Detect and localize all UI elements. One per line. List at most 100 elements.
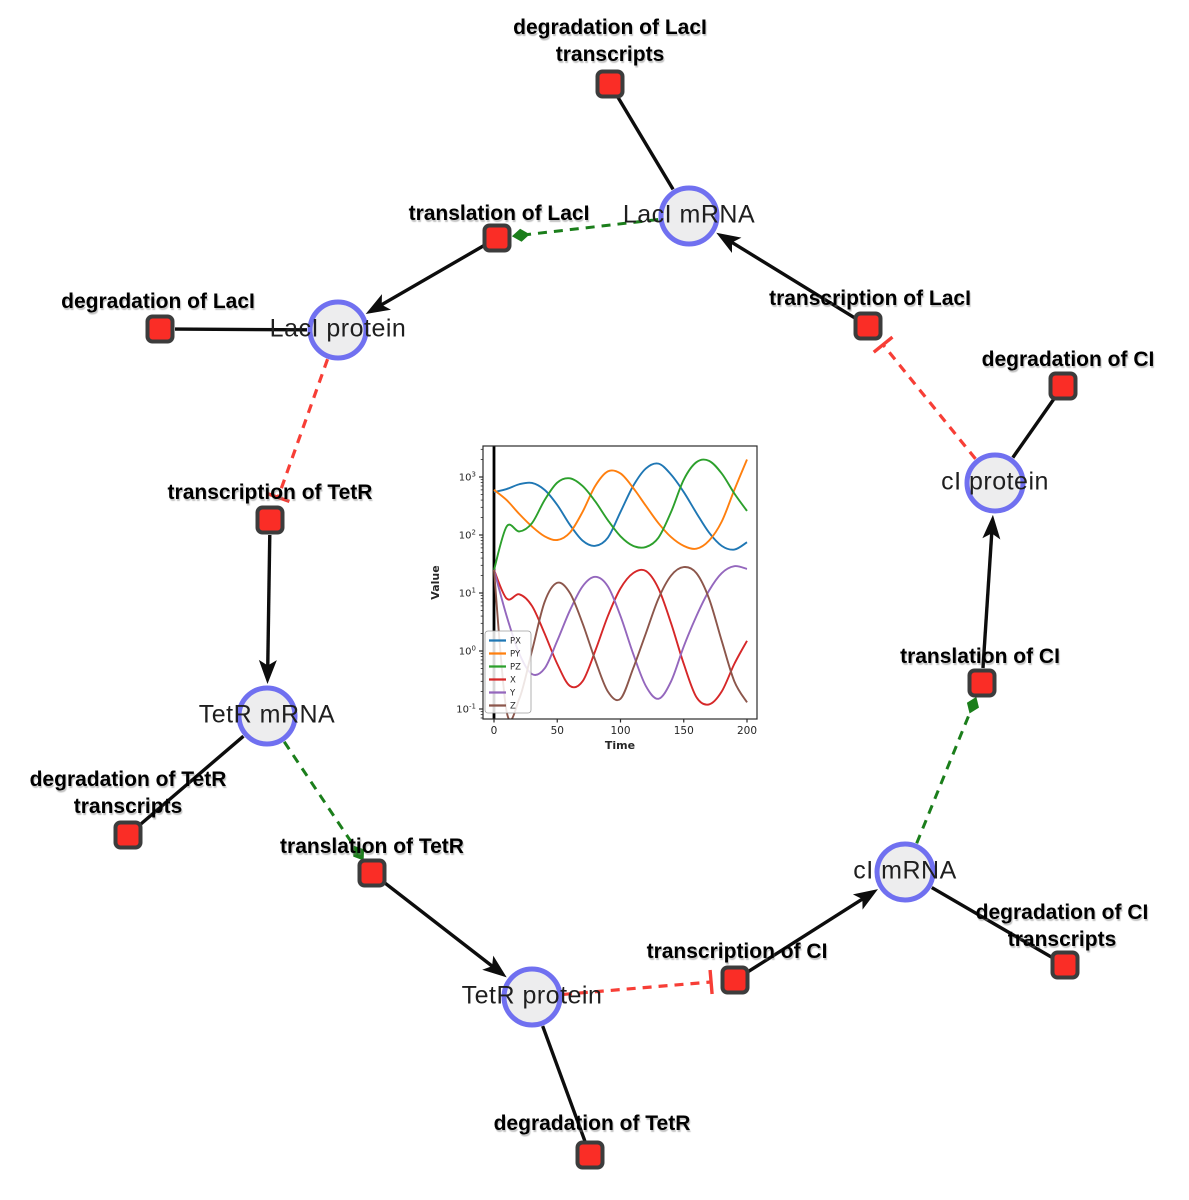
svg-text:50: 50 [551, 725, 564, 737]
reaction-label-line: degradation of TetR [493, 1112, 691, 1135]
arrowhead [482, 955, 507, 978]
edge-tx-laci-to-laci-mrna [716, 232, 857, 320]
svg-text:101: 101 [459, 587, 476, 600]
species-label-laci-mrna: LacI mRNA [622, 200, 756, 229]
diamond-arrowhead [353, 845, 365, 861]
legend-entry-Y: Y [509, 689, 516, 699]
reaction-label-line: transcripts [1007, 928, 1117, 951]
reaction-label-deg-tetr: degradation of TetR [494, 1110, 691, 1137]
diamond-arrowhead [966, 696, 979, 714]
svg-text:100: 100 [610, 725, 630, 737]
legend-entry-PX: PX [510, 637, 521, 647]
series-curve-PZ [493, 458, 748, 571]
edge-tetr-mrna-to-transl-tetr [282, 740, 365, 861]
edge-deg-laci-to-laci-protein [174, 327, 308, 332]
reaction-label-tx-tetr: transcription of TetR [168, 479, 373, 506]
legend-entry-Z: Z [510, 702, 516, 712]
reaction-node-tx-ci[interactable] [720, 965, 750, 995]
svg-text:100: 100 [459, 645, 476, 658]
reaction-label-line: degradation of LacI [513, 16, 707, 39]
edge-tx-ci-to-ci-mrna [746, 889, 878, 974]
reaction-label-line: transcription of TetR [167, 481, 373, 504]
species-node-laci-mrna[interactable] [658, 185, 720, 247]
legend-entry-X: X [510, 676, 516, 686]
species-label-tetr-protein: TetR protein [461, 981, 603, 1010]
reaction-node-deg-ci-transcripts[interactable] [1050, 950, 1080, 980]
reaction-label-deg-laci-transcripts: degradation of LacI transcripts [513, 14, 707, 68]
svg-text:103: 103 [459, 471, 476, 484]
reaction-label-transl-tetr: translation of TetR [280, 833, 464, 860]
edge-deg-ci-transcripts-to-ci-mrna [930, 886, 1053, 959]
reaction-label-line: transcription of LacI [769, 287, 971, 310]
edge-tx-tetr-to-tetr-mrna [258, 534, 277, 685]
reaction-node-transl-ci[interactable] [967, 668, 997, 698]
plot-background [425, 438, 775, 760]
reaction-label-line: degradation of CI [981, 348, 1155, 371]
axes-ticks-labels: 0 50 100 150 200 Time 103 102 101 100 10-1 Value [429, 448, 757, 752]
svg-text:0: 0 [491, 725, 498, 737]
series-curve-Z [493, 566, 748, 719]
reaction-node-deg-laci[interactable] [145, 314, 175, 344]
legend: PX PY PZ XYZ [484, 630, 532, 714]
reaction-label-line: degradation of LacI [61, 290, 255, 313]
reaction-label-line: transcripts [555, 43, 665, 66]
series-curve-Y [493, 565, 748, 700]
timecourse-plot: 0 50 100 150 200Time10310210110010-1ValuePXP… [425, 438, 775, 760]
reaction-label-transl-ci: translation of CI [900, 643, 1060, 670]
series-curve-X [493, 568, 748, 706]
reaction-label-tx-ci: transcription of CI [647, 938, 828, 965]
reaction-label-line: translation of TetR [280, 835, 464, 858]
edge-laci-mrna-to-transl-laci [511, 218, 659, 242]
arrowhead [852, 889, 878, 910]
x-axis-label: Time [605, 739, 635, 752]
reaction-label-deg-laci: degradation of LacI [61, 288, 255, 315]
legend-entry-PY: PY [510, 650, 521, 660]
reaction-node-deg-tetr-transcripts[interactable] [113, 820, 143, 850]
reaction-node-transl-tetr[interactable] [357, 858, 387, 888]
species-node-tetr-protein[interactable] [501, 966, 563, 1028]
reaction-node-tx-tetr[interactable] [255, 505, 285, 535]
edge-deg-ci-to-ci-protein [1011, 397, 1056, 459]
reaction-node-transl-laci[interactable] [482, 223, 512, 253]
reaction-label-line: degradation of TetR [29, 768, 227, 791]
reaction-label-line: transcription of CI [646, 940, 828, 963]
edge-tetr-protein-to-tx-ci [562, 969, 714, 997]
arrowhead [258, 659, 277, 685]
reaction-node-deg-ci[interactable] [1048, 371, 1078, 401]
edge-ci-protein-to-tx-laci [872, 335, 977, 460]
edge-transl-tetr-to-tetr-protein [382, 880, 507, 978]
edge-transl-ci-to-ci-protein [981, 514, 1001, 669]
series-curve-PY [493, 459, 748, 550]
reaction-label-line: degradation of CI [975, 901, 1149, 924]
reaction-node-deg-tetr[interactable] [575, 1140, 605, 1170]
reaction-node-tx-laci[interactable] [853, 311, 883, 341]
legend-entry-PZ: PZ [510, 663, 521, 673]
reaction-node-deg-laci-transcripts[interactable] [595, 69, 625, 99]
arrowhead [716, 232, 742, 253]
reaction-label-deg-ci-transcripts: degradation of CI transcripts [976, 899, 1149, 953]
svg-text:150: 150 [674, 725, 694, 737]
arrowhead [982, 514, 1001, 540]
svg-text:10-1: 10-1 [456, 703, 476, 716]
svg-text:102: 102 [459, 529, 476, 542]
edge-ci-mrna-to-transl-ci [915, 696, 979, 844]
species-node-tetr-mrna[interactable] [236, 685, 298, 747]
edge-deg-tetr-transcripts-to-tetr-mrna [138, 734, 245, 827]
species-node-ci-mrna[interactable] [874, 841, 936, 903]
species-label-ci-protein: cI protein [941, 467, 1049, 496]
edge-deg-laci-transcripts-to-laci-mrna [616, 95, 675, 191]
species-node-laci-protein[interactable] [307, 299, 369, 361]
reaction-label-line: translation of LacI [408, 202, 590, 225]
species-node-ci-protein[interactable] [964, 452, 1026, 514]
species-label-ci-mrna: cI mRNA [853, 856, 957, 885]
svg-text:200: 200 [737, 725, 757, 737]
series-curve-PX [493, 462, 748, 551]
reaction-label-deg-tetr-transcripts: degradation of TetR transcripts [30, 766, 227, 820]
reaction-label-transl-laci: translation of LacI [409, 200, 590, 227]
edge-transl-laci-to-laci-protein [365, 244, 485, 314]
edge-deg-tetr-to-tetr-protein [541, 1025, 587, 1142]
species-label-laci-protein: LacI protein [269, 314, 407, 343]
species-label-tetr-mrna: TetR mRNA [198, 700, 336, 729]
arrowhead [365, 294, 391, 314]
